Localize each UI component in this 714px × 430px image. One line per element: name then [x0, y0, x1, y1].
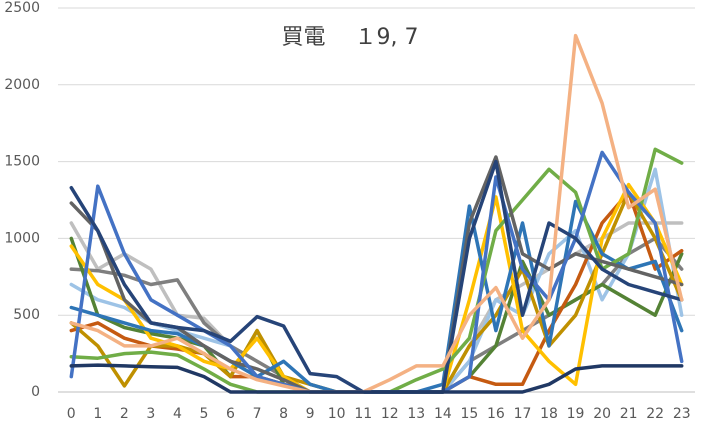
x-tick-label: 14 [434, 406, 452, 422]
x-tick-label: 15 [460, 406, 478, 422]
x-tick-label: 13 [407, 406, 425, 422]
series-line [69, 33, 684, 394]
y-tick-label: 500 [13, 307, 40, 323]
series-line [69, 363, 684, 394]
x-tick-label: 23 [673, 406, 691, 422]
x-tick-label: 7 [253, 406, 262, 422]
y-tick-label: 2500 [4, 0, 40, 16]
x-tick-label: 19 [567, 406, 585, 422]
x-tick-label: 9 [306, 406, 315, 422]
x-tick-label: 20 [593, 406, 611, 422]
x-tick-label: 16 [487, 406, 505, 422]
x-tick-label: 4 [173, 406, 182, 422]
x-tick-label: 8 [279, 406, 288, 422]
y-tick-label: 1000 [4, 230, 40, 246]
chart-title: 買電 １9, 7 [282, 25, 419, 50]
x-tick-label: 5 [200, 406, 209, 422]
x-tick-label: 0 [67, 406, 76, 422]
x-tick-label: 1 [93, 406, 102, 422]
x-tick-label: 18 [540, 406, 558, 422]
x-tick-label: 3 [146, 406, 155, 422]
x-tick-label: 11 [354, 406, 372, 422]
x-tick-label: 12 [381, 406, 399, 422]
y-tick-label: 2000 [4, 77, 40, 93]
x-tick-label: 17 [514, 406, 532, 422]
y-tick-label: 1500 [4, 154, 40, 170]
x-tick-label: 2 [120, 406, 129, 422]
x-tick-label: 21 [620, 406, 638, 422]
x-tick-label: 10 [328, 406, 346, 422]
x-tick-label: 6 [226, 406, 235, 422]
x-tick-label: 22 [646, 406, 664, 422]
y-tick-label: 0 [31, 384, 40, 400]
